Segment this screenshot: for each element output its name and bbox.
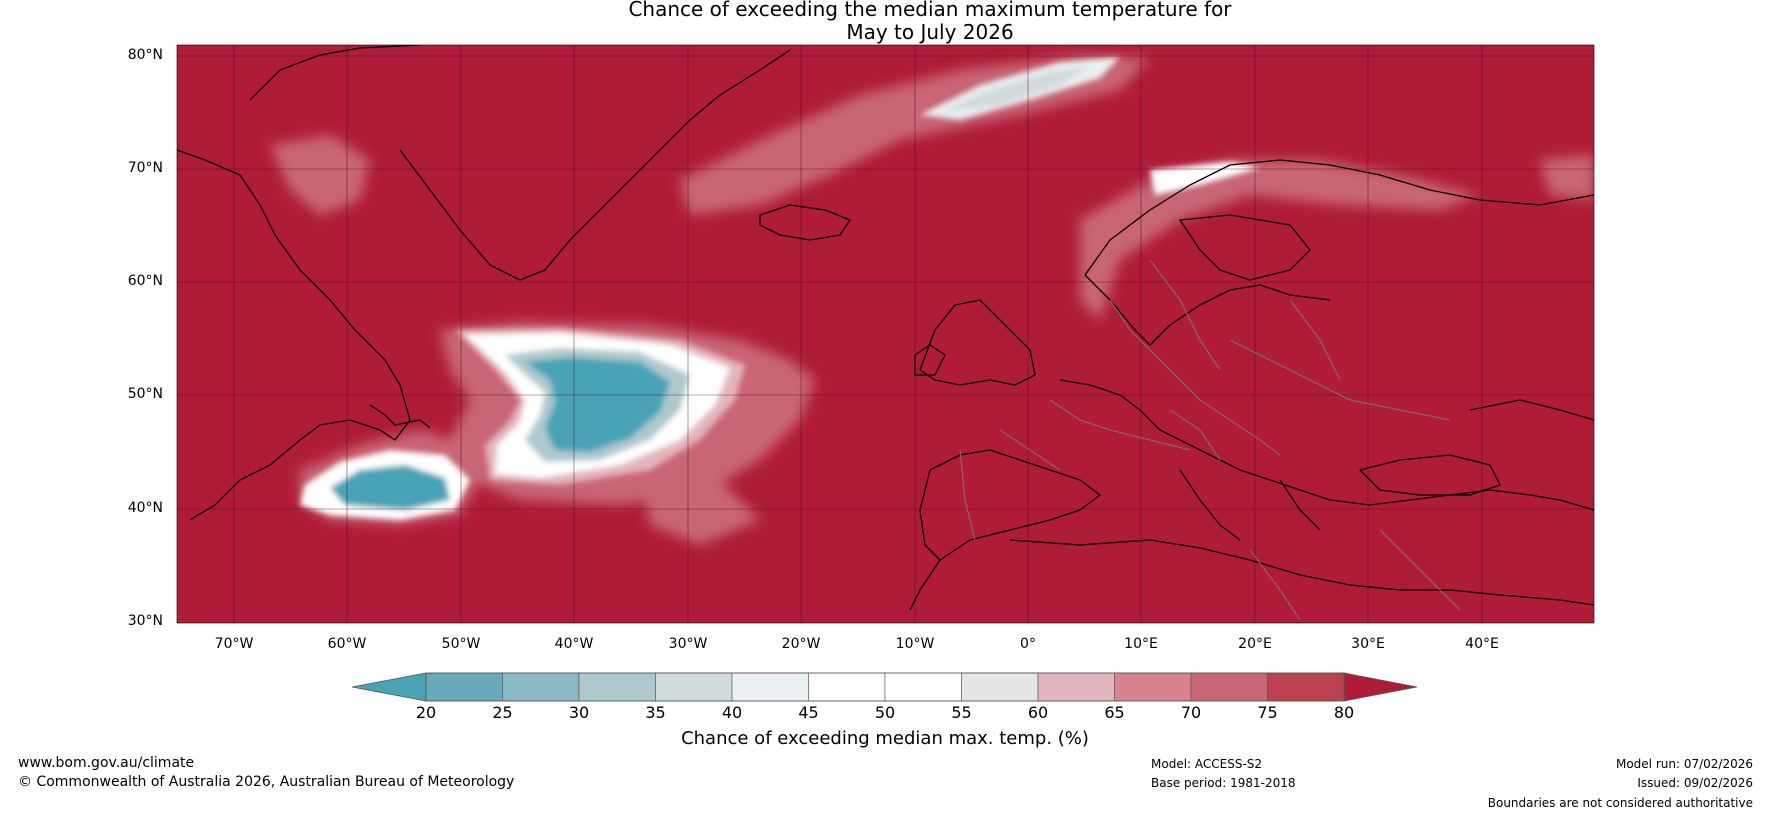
country-borders: [959, 259, 1461, 621]
colorbar-frame: [425, 672, 1346, 702]
colorbar-segment: [884, 672, 962, 702]
colorbar-segment: [731, 672, 809, 702]
lon-label-10e: 10°E: [1124, 636, 1158, 652]
lat-label-50n: 50°N: [127, 386, 163, 402]
colorbar-segment: [961, 672, 1039, 702]
website-text: www.bom.gov.au/climate: [18, 755, 195, 771]
model-run-text: Model run: 07/02/2026: [1615, 757, 1753, 771]
colorbar-tick-label: 80: [1333, 703, 1355, 722]
colorbar-segment: [1267, 672, 1345, 702]
lon-label-70w: 70°W: [214, 636, 254, 652]
copyright-text: © Commonwealth of Australia 2026, Austra…: [18, 774, 515, 790]
lat-label-70n: 70°N: [127, 160, 163, 176]
colorbar-segment: [1190, 672, 1268, 702]
lat-label-80n: 80°N: [127, 47, 163, 63]
colorbar-tick-label: 60: [1027, 703, 1049, 722]
colorbar-tick-label: 25: [492, 703, 513, 722]
lon-label-40w: 40°W: [554, 636, 594, 652]
lat-label-60n: 60°N: [127, 273, 163, 289]
colorbar-label: Chance of exceeding median max. temp. (%…: [681, 728, 1089, 749]
lon-label-30e: 30°E: [1351, 636, 1385, 652]
colorbar-tick-label: 75: [1257, 703, 1278, 722]
colorbar-segment: [1114, 672, 1192, 702]
base-period-text: Base period: 1981-2018: [1151, 776, 1296, 790]
colorbar-segment: [655, 672, 733, 702]
lon-label-60w: 60°W: [327, 636, 367, 652]
map-frame: [176, 44, 1595, 624]
colorbar-tick-label: 20: [415, 703, 437, 722]
colorbar-tick-label: 50: [874, 703, 896, 722]
colorbar-tick-label: 70: [1180, 703, 1202, 722]
lat-label-40n: 40°N: [127, 500, 163, 516]
colorbar-segment: [425, 672, 503, 702]
issued-text: Issued: 09/02/2026: [1637, 776, 1753, 790]
colorbar-segment: [578, 672, 656, 702]
title-line-2: May to July 2026: [846, 20, 1014, 44]
colorbar-tick-label: 65: [1104, 703, 1125, 722]
colorbar-over-triangle: [1343, 672, 1418, 702]
title-line-1: Chance of exceeding the median maximum t…: [628, 0, 1232, 21]
probability-contours: [300, 57, 1260, 520]
lon-label-20w: 20°W: [781, 636, 821, 652]
lon-label-0: 0°: [1020, 636, 1036, 652]
lon-label-50w: 50°W: [441, 636, 481, 652]
model-text: Model: ACCESS-S2: [1151, 757, 1263, 771]
lon-label-40e: 40°E: [1465, 636, 1499, 652]
colorbar-tick-label: 30: [568, 703, 590, 722]
colorbar-segment: [808, 672, 886, 702]
colorbar-tick-label: 45: [798, 703, 819, 722]
graticule: [177, 45, 1594, 623]
chart-title: Chance of exceeding the median maximum t…: [0, 0, 1770, 44]
colorbar-tick-label: 35: [645, 703, 666, 722]
colorbar-under-triangle: [351, 672, 427, 702]
colorbar-tick-label: 55: [951, 703, 972, 722]
colorbar-segment: [502, 672, 580, 702]
lon-label-30w: 30°W: [668, 636, 708, 652]
lat-label-30n: 30°N: [127, 613, 163, 629]
colorbar-segment: [1037, 672, 1115, 702]
coastlines: [177, 45, 1594, 611]
disclaimer-text: Boundaries are not considered authoritat…: [1487, 796, 1753, 810]
colorbar-tick-label: 40: [721, 703, 743, 722]
lon-label-20e: 20°E: [1238, 636, 1272, 652]
lon-label-10w: 10°W: [895, 636, 935, 652]
